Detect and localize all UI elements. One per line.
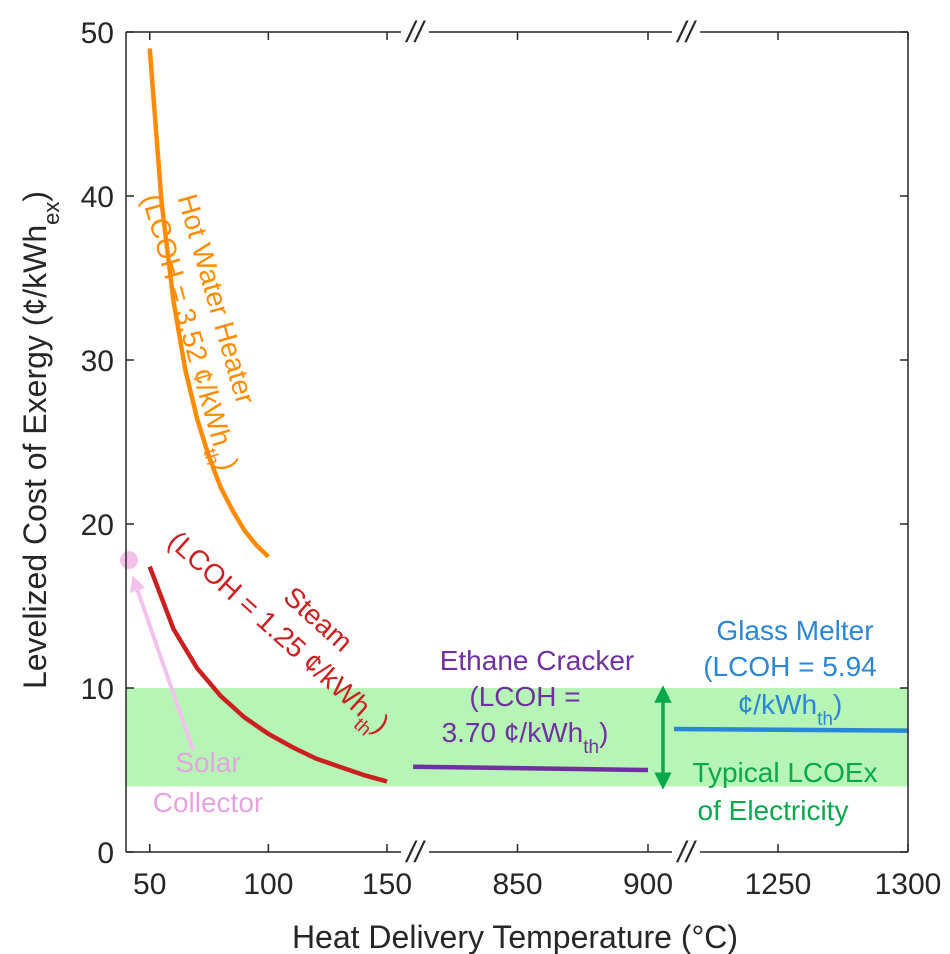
solar-line2: Collector xyxy=(153,787,263,818)
x-tick-label: 1250 xyxy=(745,868,812,901)
point-solar-collector xyxy=(120,551,138,570)
y-tick-label: 0 xyxy=(97,837,114,870)
y-tick-label: 20 xyxy=(81,509,114,542)
ethane-line1: Ethane Cracker xyxy=(440,645,635,676)
break-gap xyxy=(401,838,429,866)
glass-line2: (LCOH = 5.94 xyxy=(703,651,877,682)
x-tick-label: 100 xyxy=(243,868,293,901)
x-tick-label: 850 xyxy=(492,868,542,901)
x-tick-label: 1300 xyxy=(875,868,942,901)
break-gap xyxy=(672,838,700,866)
y-tick-label: 40 xyxy=(81,181,114,214)
x-tick-label: 150 xyxy=(362,868,412,901)
y-tick-label: 30 xyxy=(81,345,114,378)
y-tick-label: 10 xyxy=(81,673,114,706)
y-axis-label-sub: ex xyxy=(39,202,64,225)
axis-break-mark: // xyxy=(676,836,697,869)
break-gap xyxy=(672,18,700,46)
ethane-line2: (LCOH = xyxy=(469,681,580,712)
solar-annotation: Solar Collector xyxy=(130,575,263,818)
ethane-annotation: Ethane Cracker (LCOH = 3.70 ¢/kWhth) xyxy=(440,645,635,758)
ethane-line3-text: 3.70 ¢/kWh xyxy=(442,717,584,748)
electricity-line2: of Electricity xyxy=(698,795,849,826)
axis-break-layer: // // // // xyxy=(401,16,700,869)
glass-line3-sub: th xyxy=(817,709,833,730)
glass-line3-text: ¢/kWh xyxy=(738,689,817,720)
hot-water-lcoh-sub: th xyxy=(199,446,224,467)
y-axis-label: Levelized Cost of Exergy (¢/kWhex) xyxy=(17,191,64,689)
glass-line3: ¢/kWhth) xyxy=(738,689,843,730)
axis-break-mark: // xyxy=(405,16,426,49)
tick-layer: 0 10 20 30 40 50 50 100 150 850 900 1250 1300 xyxy=(81,17,942,901)
axis-break-mark: // xyxy=(676,16,697,49)
y-axis-label-close: ) xyxy=(17,191,53,202)
x-tick-label: 50 xyxy=(133,868,166,901)
break-gap xyxy=(401,18,429,46)
series-line-steam xyxy=(147,565,388,784)
x-axis-label: Heat Delivery Temperature (°C) xyxy=(292,919,738,954)
solar-line1: Solar xyxy=(175,747,240,778)
solar-arrow xyxy=(130,575,195,751)
x-tick-label: 900 xyxy=(623,868,673,901)
glass-annotation: Glass Melter (LCOH = 5.94 ¢/kWhth) xyxy=(703,615,877,730)
electricity-annotation: Typical LCOEx of Electricity xyxy=(654,685,878,826)
ethane-line3-sub: th xyxy=(583,737,599,758)
glass-line1: Glass Melter xyxy=(716,615,873,646)
ethane-line3: 3.70 ¢/kWhth) xyxy=(442,717,609,758)
axis-break-mark: // xyxy=(405,836,426,869)
y-axis-label-main: Levelized Cost of Exergy (¢/kWh xyxy=(17,225,53,689)
glass-line3-close: ) xyxy=(833,689,842,720)
series-line-hot-water-heater xyxy=(147,48,270,559)
electricity-line1: Typical LCOEx xyxy=(692,757,877,788)
series-layer xyxy=(120,48,909,784)
ethane-line3-close: ) xyxy=(599,717,608,748)
series-line-glass-melter xyxy=(673,726,909,733)
y-tick-label: 50 xyxy=(81,17,114,50)
series-line-ethane-cracker xyxy=(413,764,649,773)
